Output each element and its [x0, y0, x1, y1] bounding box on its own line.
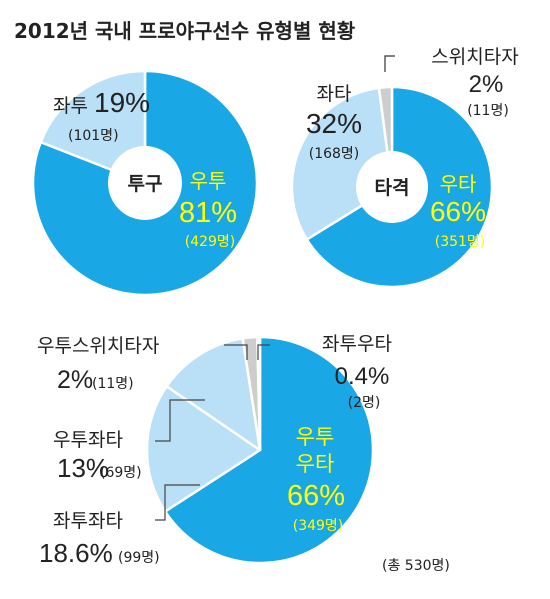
rl-count: (69명): [100, 465, 142, 481]
rs-count: (11명): [92, 376, 134, 392]
left-bat-count: (168명): [309, 146, 360, 162]
chart-title: 2012년 국내 프로야구선수 유형별 현황: [14, 19, 356, 43]
switch-hitter-percent: 2%: [469, 71, 504, 98]
ll-leader-line: [155, 484, 200, 521]
batting-pie-chart: 타격 우타 66% (351명) 좌타 32% (168명) 스위치타자 2% …: [290, 46, 519, 289]
rl-percent: 13%: [57, 453, 109, 483]
left-bat-percent: 32%: [306, 108, 362, 139]
left-pitch-percent: 19%: [94, 87, 150, 118]
rl-leader-line: [155, 399, 205, 442]
rs-percent: 2%: [57, 366, 93, 394]
lr-percent: 0.4%: [335, 363, 390, 390]
left-pitch-count: (101명): [68, 128, 119, 144]
right-bat-label: 우타: [440, 172, 477, 196]
combined-slice-5: [256, 335, 262, 452]
left-pitch-label: 좌투: [53, 95, 88, 117]
ll-count: (99명): [118, 550, 160, 566]
rr-percent: 66%: [287, 480, 345, 512]
combined-slice-3: [165, 337, 262, 452]
rr-label-line1: 우투: [296, 425, 335, 449]
batting-center-hole: [356, 151, 428, 223]
switch-hitter-count: (11명): [467, 103, 509, 119]
pitching-center-label: 투구: [128, 173, 163, 195]
ll-percent: 18.6%: [39, 538, 113, 568]
pitching-center-hole: [108, 146, 182, 220]
lr-count: (2명): [348, 395, 381, 411]
left-bat-label: 좌타: [317, 83, 352, 105]
lr-leader-line: [257, 344, 270, 360]
rs-leader-line: [224, 344, 248, 360]
right-pitch-count: (429명): [185, 234, 236, 250]
ll-label: 좌투좌타: [53, 510, 123, 532]
combined-pie-slices: [145, 335, 375, 565]
pitching-slice-2: [39, 69, 147, 185]
switch-hitter-label: 스위치타자: [431, 46, 518, 68]
total-note: (총 530명): [382, 558, 450, 574]
right-bat-percent: 66%: [430, 196, 486, 227]
pitching-pie-chart: 투구 좌투 19% (101명) 우투 81% (429명): [31, 69, 259, 297]
batting-center-label: 타격: [375, 177, 410, 199]
right-bat-count: (351명): [435, 234, 486, 250]
right-pitch-percent: 81%: [179, 197, 237, 229]
lr-label: 좌투우타: [322, 333, 392, 355]
combined-slice-2: [145, 385, 262, 513]
rs-label: 우투스위치타자: [37, 335, 159, 357]
rl-label: 우투좌타: [53, 429, 123, 451]
combined-pie-chart: 우투 우타 66% (349명) 우투스위치타자 2% (11명) 좌투우타 0…: [37, 333, 450, 574]
rr-label-line2: 우타: [296, 452, 335, 476]
rr-count: (349명): [293, 518, 344, 534]
switch-hitter-leader-line: [384, 55, 395, 72]
combined-slice-1: [163, 335, 375, 565]
right-pitch-label: 우투: [190, 169, 227, 193]
